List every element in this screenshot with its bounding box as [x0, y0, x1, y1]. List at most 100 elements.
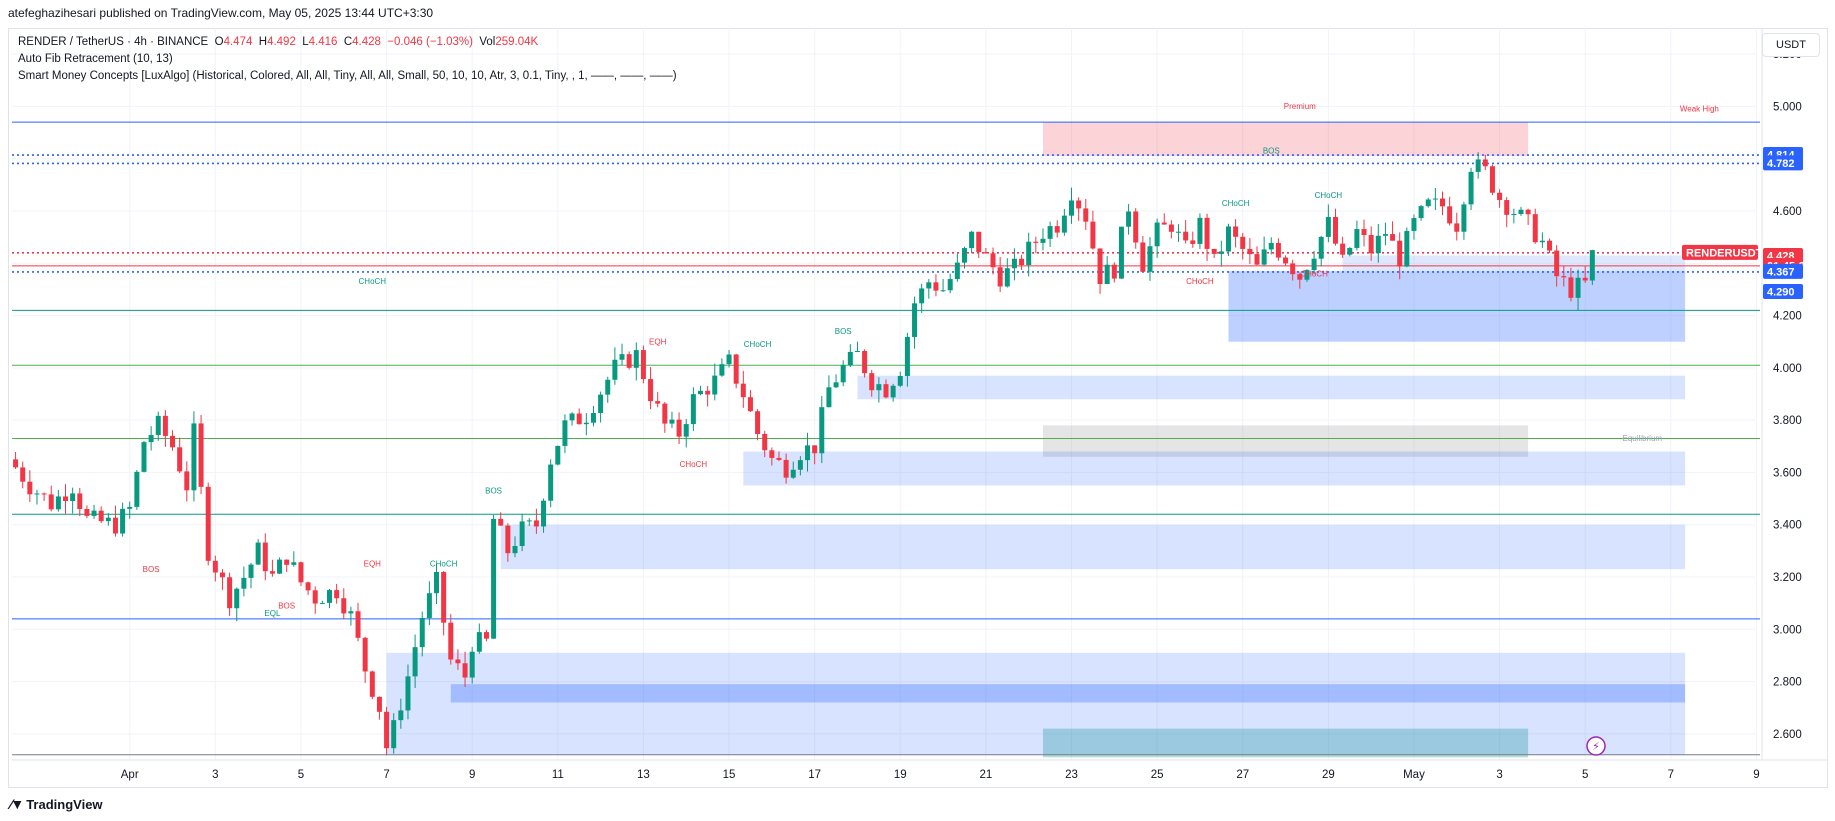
tradingview-logo-icon: ⁄▼: [10, 796, 24, 812]
candle-down: [648, 379, 654, 402]
legend-indicator-smc[interactable]: Smart Money Concepts [LuxAlgo] (Historic…: [18, 70, 677, 82]
price-tag-label: 4.290: [1767, 287, 1795, 299]
candle-up: [512, 545, 518, 554]
candle-down: [48, 494, 54, 510]
candle-up: [148, 435, 154, 443]
smc-label: CHoCH: [1315, 191, 1343, 200]
time-tick-label: 9: [1753, 769, 1759, 781]
time-tick-label: 25: [1151, 769, 1164, 781]
candle-up: [1026, 241, 1032, 266]
candle-down: [1283, 257, 1289, 264]
candle-up: [1404, 230, 1410, 267]
candle-up: [1432, 198, 1438, 200]
candle-down: [177, 447, 183, 472]
time-tick-label: 3: [212, 769, 218, 781]
candle-up: [241, 577, 247, 589]
candle-down: [740, 383, 746, 398]
candle-up: [191, 423, 197, 491]
candle-down: [1247, 248, 1253, 255]
candle-up: [255, 542, 261, 565]
currency-button[interactable]: USDT: [1762, 33, 1820, 57]
time-tick-label: 5: [1582, 769, 1588, 781]
candle-up: [555, 445, 561, 465]
candle-down: [1019, 258, 1025, 266]
candle-down: [1190, 240, 1196, 244]
candle-down: [983, 252, 989, 254]
candle-down: [733, 354, 739, 384]
candle-up: [619, 354, 625, 360]
candle-down: [455, 659, 461, 664]
candle-down: [776, 457, 782, 460]
candle-down: [1568, 277, 1574, 298]
candle-up: [790, 469, 796, 478]
price-tick-label: 3.000: [1773, 624, 1802, 636]
candle-down: [1054, 226, 1060, 233]
time-tick-label: 7: [1668, 769, 1674, 781]
candle-down: [762, 433, 768, 451]
candle-down: [312, 590, 318, 604]
candle-down: [483, 632, 489, 639]
candle-down: [20, 467, 26, 482]
candle-up: [840, 365, 846, 383]
candle-up: [1304, 270, 1310, 280]
candle-up: [412, 647, 418, 677]
candle-up: [1218, 251, 1224, 254]
time-tick-label: Apr: [121, 769, 139, 781]
candle-up: [605, 379, 611, 395]
candle-up: [141, 442, 147, 472]
candle-up: [127, 506, 133, 509]
chart-frame[interactable]: [8, 28, 1828, 788]
candle-down: [1361, 229, 1367, 236]
smc-label: Weak High: [1680, 105, 1719, 114]
legend-indicator-fib[interactable]: Auto Fib Retracement (10, 13): [18, 53, 173, 65]
candle-down: [63, 496, 69, 502]
premium-zone: [1042, 122, 1529, 157]
smc-label: CHoCH: [430, 560, 458, 569]
price-tag-label: 4.367: [1767, 266, 1795, 278]
candle-down: [298, 562, 304, 583]
candle-down: [112, 517, 118, 534]
candle-up: [926, 282, 932, 289]
legend-symbol[interactable]: RENDER / TetherUS · 4h · BINANCE: [18, 36, 209, 48]
candle-down: [205, 486, 211, 561]
candle-up: [912, 303, 918, 338]
candle-down: [1525, 209, 1531, 215]
candle-up: [398, 710, 404, 721]
candle-down: [1240, 236, 1246, 249]
price-tick-label: 3.800: [1773, 415, 1802, 427]
tradingview-logo[interactable]: ⁄▼ TradingView: [10, 796, 103, 812]
legend-low-value: 4.416: [308, 36, 338, 48]
candle-up: [583, 422, 589, 425]
candle-down: [27, 481, 33, 495]
candle-up: [526, 520, 532, 522]
smc-label: CHoCH: [680, 460, 708, 469]
lightning-icon: ⚡: [1586, 736, 1606, 756]
legend-close-value: 4.428: [352, 36, 381, 48]
price-tick-label: 4.000: [1773, 363, 1802, 375]
candle-up: [1468, 171, 1474, 205]
smc-label: EQL: [264, 609, 281, 618]
smc-label: CHoCH: [359, 277, 387, 286]
candle-up: [1004, 268, 1010, 287]
candle-up: [1575, 277, 1581, 298]
candle-down: [933, 282, 939, 291]
candle-down: [13, 459, 19, 468]
candle-down: [1076, 200, 1082, 209]
candle-up: [1589, 250, 1595, 281]
candle-down: [1097, 248, 1103, 285]
candle-down: [1561, 276, 1567, 278]
time-tick-label: 19: [894, 769, 907, 781]
candle-up: [1154, 222, 1160, 247]
candle-down: [1489, 166, 1495, 193]
chart-legend: RENDER / TetherUS · 4h · BINANCE O4.474 …: [18, 34, 677, 85]
legend-ohlc-row[interactable]: RENDER / TetherUS · 4h · BINANCE O4.474 …: [18, 34, 677, 51]
candle-down: [1111, 264, 1117, 279]
price-tick-label: 4.600: [1773, 206, 1802, 218]
candle-down: [869, 373, 875, 391]
candle-up: [1040, 238, 1046, 243]
candle-down: [883, 384, 889, 398]
price-tick-label: 2.600: [1773, 729, 1802, 741]
candle-up: [319, 602, 325, 604]
legend-low-label: L: [302, 36, 309, 48]
